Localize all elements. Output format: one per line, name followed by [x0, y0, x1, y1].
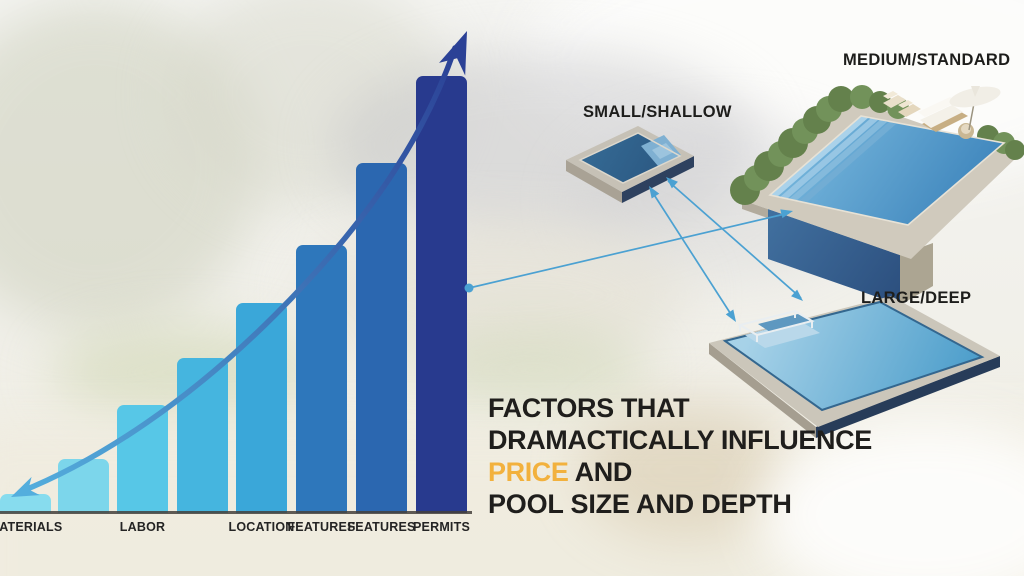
bar-features [356, 163, 407, 513]
x-axis-label-features: FEATURES [287, 520, 356, 534]
cost-factors-bar-chart: MATERIALSLABORLOCATIONFEATURESFEATURESPE… [0, 0, 480, 545]
small-pool-label: SMALL/SHALLOW [583, 103, 732, 121]
headline: FACTORS THAT DRAMACTICALLY INFLUENCE PRI… [488, 392, 872, 520]
x-axis-label-materials: MATERIALS [0, 520, 63, 534]
x-axis-line [0, 511, 472, 514]
x-axis-label-features: FEATURES [347, 520, 416, 534]
large-pool-spa [737, 309, 820, 348]
headline-line-3: PRICE AND [488, 456, 872, 488]
bar-features [296, 245, 347, 513]
x-axis-label-permits: PERMITS [413, 520, 470, 534]
bar-unlabeled-4 [177, 358, 228, 513]
bar-location [236, 303, 287, 513]
arrowhead-icon [725, 309, 736, 322]
bar-materials [0, 494, 51, 513]
x-axis-label-labor: LABOR [119, 520, 166, 534]
medium-pool-label: MEDIUM/STANDARD [843, 51, 1011, 69]
bar-permits [416, 76, 467, 513]
bar-unlabeled-2 [58, 459, 109, 513]
large-pool-label: LARGE/DEEP [861, 289, 972, 307]
bar-labor [117, 405, 168, 513]
headline-line-1: FACTORS THAT [488, 393, 690, 423]
headline-price-highlight: PRICE [488, 457, 569, 487]
headline-line-3-rest: AND [568, 457, 633, 487]
headline-line-2: DRAMACTICALLY INFLUENCE [488, 425, 872, 455]
headline-line-4: POOL SIZE AND DEPTH [488, 489, 792, 519]
arrowhead-icon [791, 289, 803, 301]
x-axis-label-location: LOCATION [228, 520, 295, 534]
